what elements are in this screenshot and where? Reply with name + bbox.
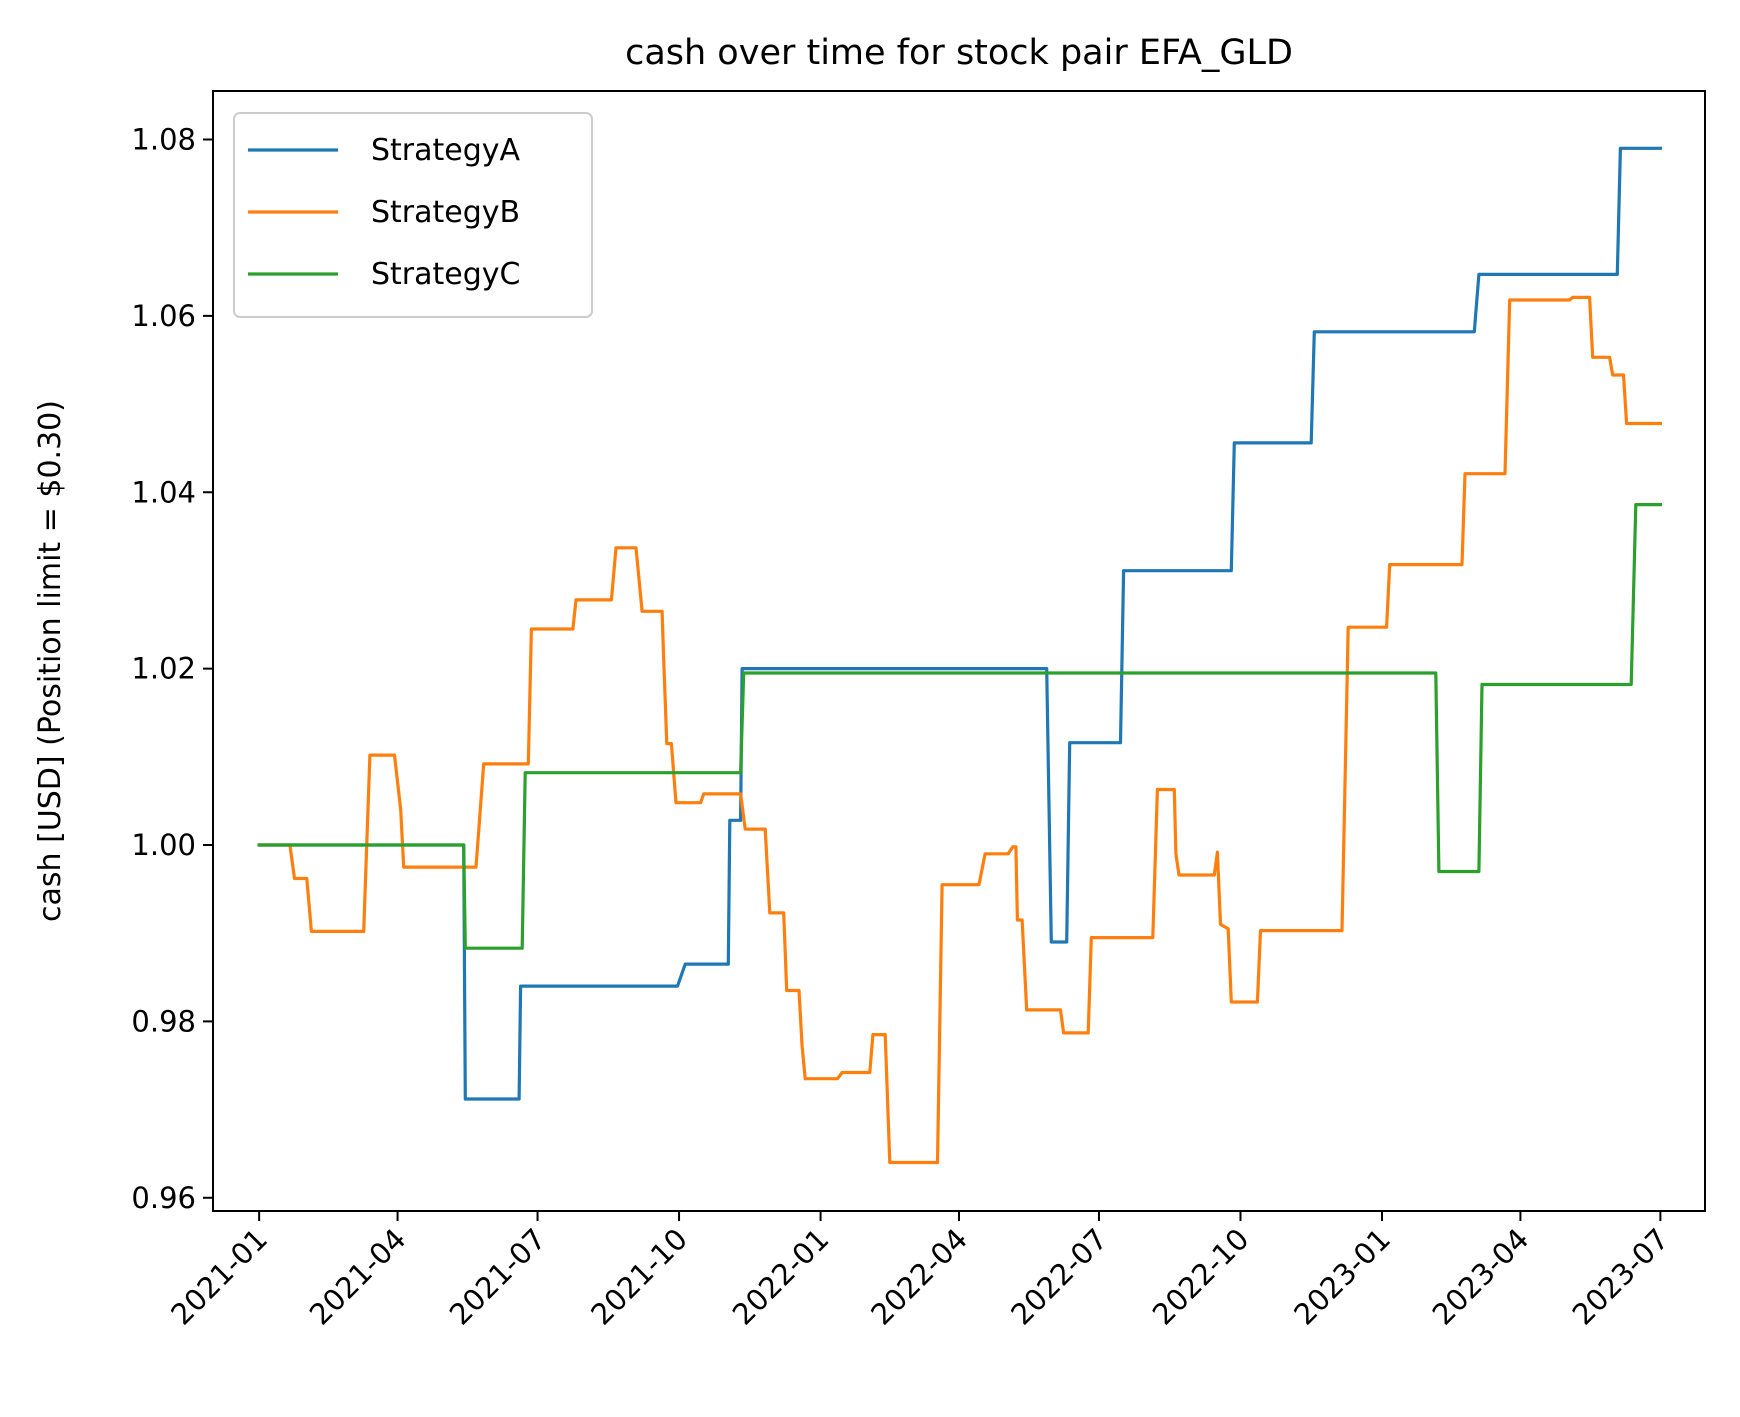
y-tick-label: 1.08 [131, 123, 196, 157]
legend-label: StrategyA [371, 133, 521, 168]
series-line-strategyc [257, 503, 1662, 950]
series-layer [257, 146, 1662, 1165]
legend-label: StrategyC [371, 257, 521, 292]
y-tick-label: 1.04 [131, 475, 196, 509]
y-tick-label: 1.00 [131, 828, 196, 862]
legend-label: StrategyB [371, 195, 520, 230]
y-axis: 0.96 0.98 1.00 1.02 1.04 1.06 1.08 [131, 123, 213, 1215]
y-tick-label: 1.02 [131, 652, 196, 686]
series-line-strategya [257, 146, 1662, 1101]
y-tick-label: 0.98 [131, 1004, 196, 1038]
y-axis-label: cash [USD] (Position limit = $0.30) [33, 400, 68, 922]
chart-title: cash over time for stock pair EFA_GLD [625, 33, 1293, 73]
legend: StrategyA StrategyB StrategyC [233, 112, 593, 318]
y-tick-label: 1.06 [131, 299, 196, 333]
legend-box [233, 112, 593, 318]
series-line-strategyb [257, 295, 1662, 1165]
y-tick-label: 0.96 [131, 1181, 196, 1215]
